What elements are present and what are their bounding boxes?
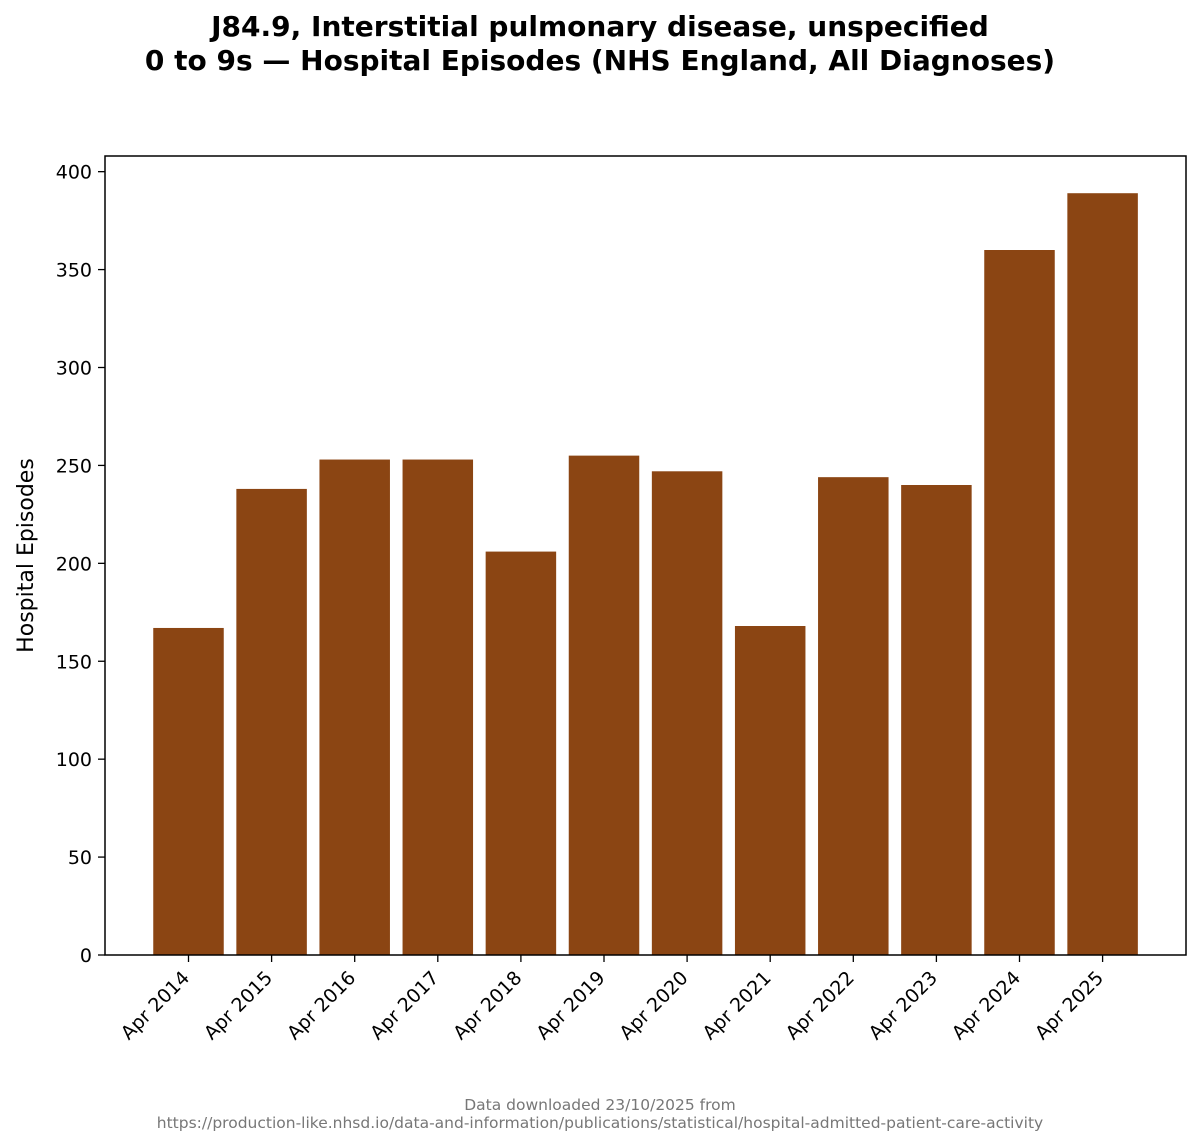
x-tick-label: Apr 2014 — [117, 967, 194, 1044]
footer-source-line1: Data downloaded 23/10/2025 from — [464, 1096, 736, 1114]
y-axis: 0 50 100 150 200 250 300 350 400 — [56, 162, 105, 967]
bar-apr-2023 — [901, 485, 972, 955]
bar-apr-2025 — [1067, 193, 1138, 956]
y-tick-label: 400 — [56, 162, 92, 184]
x-tick-label: Apr 2017 — [366, 967, 443, 1044]
footer-source-url: https://production-like.nhsd.io/data-and… — [156, 1114, 1044, 1132]
x-tick-label: Apr 2022 — [782, 967, 859, 1044]
bar-apr-2022 — [818, 477, 889, 955]
x-tick-label: Apr 2021 — [698, 967, 775, 1044]
axes-frame — [104, 155, 1187, 956]
y-tick-label: 50 — [68, 847, 92, 869]
bar-apr-2024 — [984, 250, 1055, 955]
x-axis: Apr 2014 Apr 2015 Apr 2016 Apr 2017 Apr 2018… — [117, 955, 1108, 1044]
bar-apr-2017 — [402, 459, 474, 955]
chart-title: J84.9, Interstitial pulmonary disease, u… — [211, 10, 989, 43]
bar-apr-2018 — [485, 551, 557, 955]
bar-apr-2015 — [236, 488, 307, 955]
y-axis-label: Hospital Episodes — [14, 458, 39, 653]
x-tick-label: Apr 2024 — [948, 967, 1025, 1044]
bar-apr-2016 — [319, 459, 390, 955]
y-tick-label: 0 — [80, 945, 92, 967]
chart-subtitle: 0 to 9s — Hospital Episodes (NHS England… — [144, 44, 1056, 77]
y-tick-label: 350 — [56, 260, 92, 282]
x-tick-label: Apr 2020 — [615, 967, 692, 1044]
y-tick-label: 100 — [56, 749, 92, 771]
x-tick-label: Apr 2019 — [532, 967, 609, 1044]
x-tick-label: Apr 2018 — [449, 967, 526, 1044]
x-tick-label: Apr 2023 — [865, 967, 942, 1044]
bar-apr-2021 — [734, 626, 806, 955]
x-tick-label: Apr 2015 — [200, 967, 277, 1044]
bar-apr-2014 — [153, 627, 224, 955]
bar-apr-2020 — [651, 471, 723, 955]
y-tick-label: 200 — [56, 553, 92, 575]
y-tick-label: 250 — [56, 455, 92, 477]
y-tick-label: 150 — [56, 651, 92, 673]
y-tick-label: 300 — [56, 358, 92, 380]
bars-group — [153, 193, 1138, 956]
bar-apr-2019 — [568, 455, 640, 955]
x-tick-label: Apr 2025 — [1031, 967, 1108, 1044]
x-tick-label: Apr 2016 — [283, 967, 360, 1044]
